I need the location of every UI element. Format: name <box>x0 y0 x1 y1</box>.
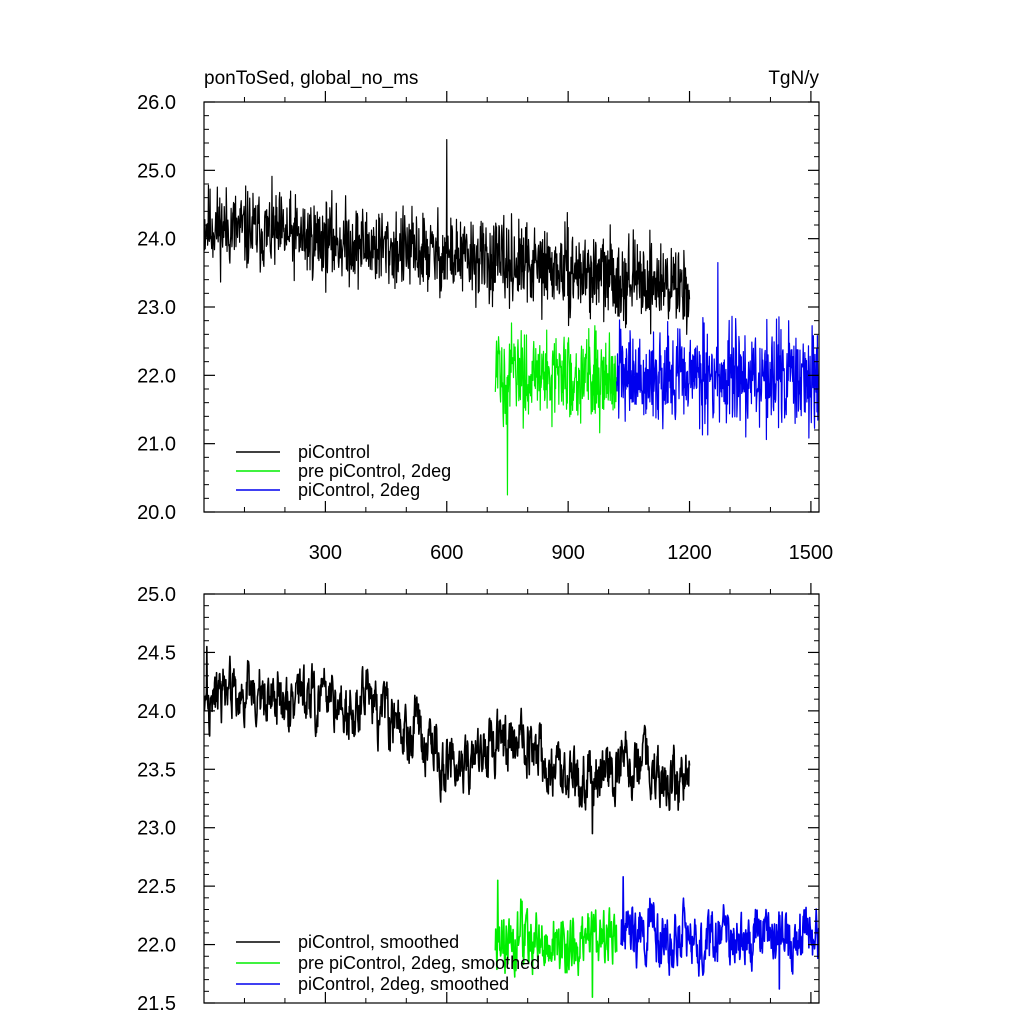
series-line-bottom-2 <box>620 875 819 990</box>
legend-label-0: piControl, smoothed <box>298 932 459 952</box>
series-line-bottom-0 <box>204 645 691 835</box>
plot-frame <box>203 101 820 513</box>
y-tick-label: 22.5 <box>137 876 176 898</box>
top-panel-title: ponToSed, global_no_ms <box>204 68 418 89</box>
legend-label-2: piControl, 2deg, smoothed <box>298 974 509 994</box>
y-tick-label: 24.0 <box>137 701 176 723</box>
legend-label-1: pre piControl, 2deg, smoothed <box>298 953 540 973</box>
series-line-bottom-1 <box>494 879 618 998</box>
x-tick-label: 1500 <box>789 542 834 564</box>
y-tick-label: 23.0 <box>137 818 176 840</box>
series-line-top-0 <box>204 138 691 335</box>
y-tick-label: 23.0 <box>137 297 176 319</box>
y-tick-label: 22.0 <box>137 365 176 387</box>
legend-label-1: pre piControl, 2deg <box>298 461 451 481</box>
bottom-series-group <box>204 645 819 998</box>
plot-frame <box>203 593 820 1004</box>
y-tick-label: 24.0 <box>137 229 176 251</box>
y-tick-label: 20.0 <box>137 502 176 524</box>
x-tick-label: 900 <box>551 542 584 564</box>
x-tick-label: 1200 <box>667 542 712 564</box>
y-tick-label: 22.0 <box>137 935 176 957</box>
y-tick-label: 26.0 <box>137 92 176 114</box>
y-tick-label: 24.5 <box>137 642 176 664</box>
y-tick-label: 25.0 <box>137 584 176 606</box>
legend-label-0: piControl <box>298 442 370 462</box>
legend-label-2: piControl, 2deg <box>298 480 420 500</box>
y-tick-label: 21.0 <box>137 434 176 456</box>
y-tick-label: 25.0 <box>137 160 176 182</box>
top-series-group <box>204 138 819 496</box>
top-panel-units: TgN/y <box>768 68 819 89</box>
series-line-top-2 <box>616 261 819 441</box>
top-panel: ponToSed, global_no_ms TgN/y 300 600 900 12… <box>137 68 833 564</box>
bottom-panel: 21.5 22.0 22.5 23.0 23.5 24.0 24.5 25.0 piContr… <box>137 583 820 1015</box>
y-tick-label: 21.5 <box>137 993 176 1015</box>
x-tick-label: 300 <box>309 542 342 564</box>
top-axes: 300 600 900 1200 1500 20.0 21.0 22.0 23.0 24.0 25.… <box>137 91 833 564</box>
series-line-top-1 <box>494 322 618 496</box>
x-tick-label: 600 <box>430 542 463 564</box>
bottom-axes: 21.5 22.0 22.5 23.0 23.5 24.0 24.5 25.0 <box>137 583 820 1015</box>
y-tick-label: 23.5 <box>137 759 176 781</box>
